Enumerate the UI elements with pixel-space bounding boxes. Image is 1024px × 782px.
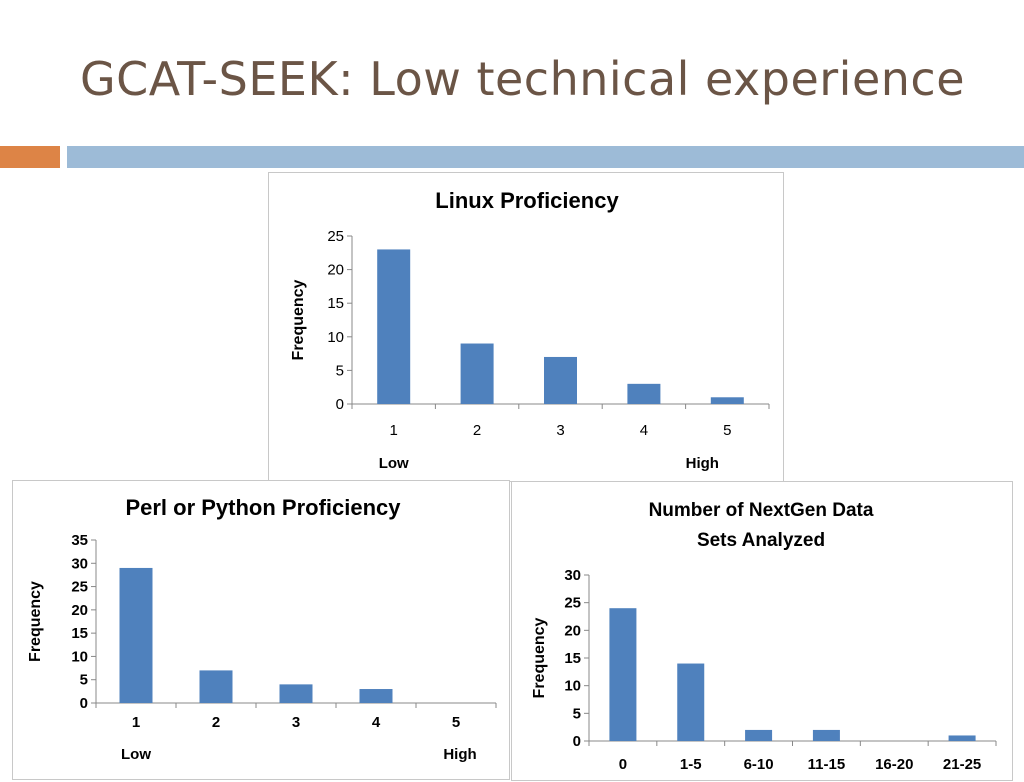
- accent-bar-blue: [67, 146, 1024, 168]
- accent-bar-orange: [0, 146, 60, 168]
- y-tick-label: 35: [71, 532, 88, 549]
- x-tick-label: 5: [723, 422, 731, 439]
- x-tick-label: 1: [390, 422, 398, 439]
- linux-proficiency-chart: Linux Proficiency 0 5 10 15 20 25 1 2 3 4 5 Frequenc…: [268, 172, 784, 482]
- x-tick-label: 1-5: [680, 756, 702, 773]
- bar: [199, 670, 233, 703]
- bar: [279, 684, 313, 703]
- x-tick-label: 4: [372, 714, 381, 731]
- y-tick-label: 0: [336, 396, 344, 413]
- y-tick-label: 5: [573, 705, 581, 722]
- y-tick-label: 30: [564, 567, 581, 584]
- bar: [460, 343, 494, 404]
- y-axis-label: Frequency: [290, 279, 307, 360]
- y-tick-label: 25: [564, 595, 581, 612]
- perl-python-proficiency-chart: Perl or Python Proficiency 0 5 10 15 20 25 30 35…: [12, 480, 510, 780]
- slide-title: GCAT-SEEK: Low technical experience: [80, 52, 966, 106]
- y-tick-label: 25: [327, 228, 344, 245]
- x-tick-label: 2: [473, 422, 481, 439]
- bar: [745, 729, 773, 741]
- chart-title-line: Sets Analyzed: [697, 530, 825, 551]
- y-tick-label: 20: [327, 262, 344, 279]
- y-tick-label: 20: [71, 602, 88, 619]
- bar: [710, 397, 744, 404]
- y-tick-label: 10: [327, 329, 344, 346]
- low-label: Low: [379, 455, 409, 472]
- y-tick-label: 15: [71, 625, 88, 642]
- x-tick-label: 3: [292, 714, 300, 731]
- x-tick-label: 3: [556, 422, 564, 439]
- x-tick-label: 11-15: [808, 756, 846, 773]
- y-tick-label: 5: [336, 362, 344, 379]
- y-tick-label: 20: [564, 622, 581, 639]
- y-axis-label: Frequency: [531, 617, 548, 698]
- x-tick-label: 1: [132, 714, 140, 731]
- bar: [627, 383, 661, 404]
- bar: [677, 663, 705, 741]
- y-tick-label: 15: [327, 295, 344, 312]
- high-label: High: [443, 746, 476, 763]
- bar: [359, 689, 393, 703]
- nextgen-datasets-chart: Number of NextGen Data Sets Analyzed 0 5 10 1…: [511, 481, 1013, 781]
- y-tick-label: 15: [564, 650, 581, 667]
- bar: [119, 567, 153, 703]
- y-tick-label: 0: [80, 695, 88, 712]
- bar: [544, 356, 577, 404]
- chart-title: Perl or Python Proficiency: [125, 495, 401, 520]
- chart-title-line: Number of NextGen Data: [649, 500, 874, 521]
- x-tick-label: 4: [640, 422, 648, 439]
- x-tick-label: 21-25: [943, 756, 981, 773]
- high-label: High: [686, 455, 719, 472]
- x-tick-label: 2: [212, 714, 220, 731]
- bar: [609, 608, 637, 741]
- x-tick-label: 16-20: [875, 756, 913, 773]
- x-tick-label: 5: [452, 714, 460, 731]
- nextgen-chart-svg: Number of NextGen Data Sets Analyzed 0 5 10 1…: [531, 500, 997, 773]
- y-axis-label: Frequency: [27, 581, 44, 662]
- x-tick-label: 0: [619, 756, 627, 773]
- bar: [812, 729, 840, 741]
- perl-chart-svg: Perl or Python Proficiency05101520253035…: [27, 495, 497, 763]
- y-tick-label: 10: [71, 648, 88, 665]
- y-tick-label: 10: [564, 678, 581, 695]
- y-tick-label: 5: [80, 672, 88, 689]
- low-label: Low: [121, 746, 151, 763]
- y-tick-label: 30: [71, 555, 88, 572]
- chart-title: Linux Proficiency: [435, 188, 619, 213]
- bar: [377, 249, 411, 404]
- bar: [948, 735, 976, 741]
- y-tick-label: 0: [573, 733, 581, 750]
- linux-chart-svg: Linux Proficiency 0 5 10 15 20 25 1 2 3 4 5 Frequenc…: [290, 188, 770, 472]
- y-tick-label: 25: [71, 579, 88, 596]
- x-tick-label: 6-10: [744, 756, 774, 773]
